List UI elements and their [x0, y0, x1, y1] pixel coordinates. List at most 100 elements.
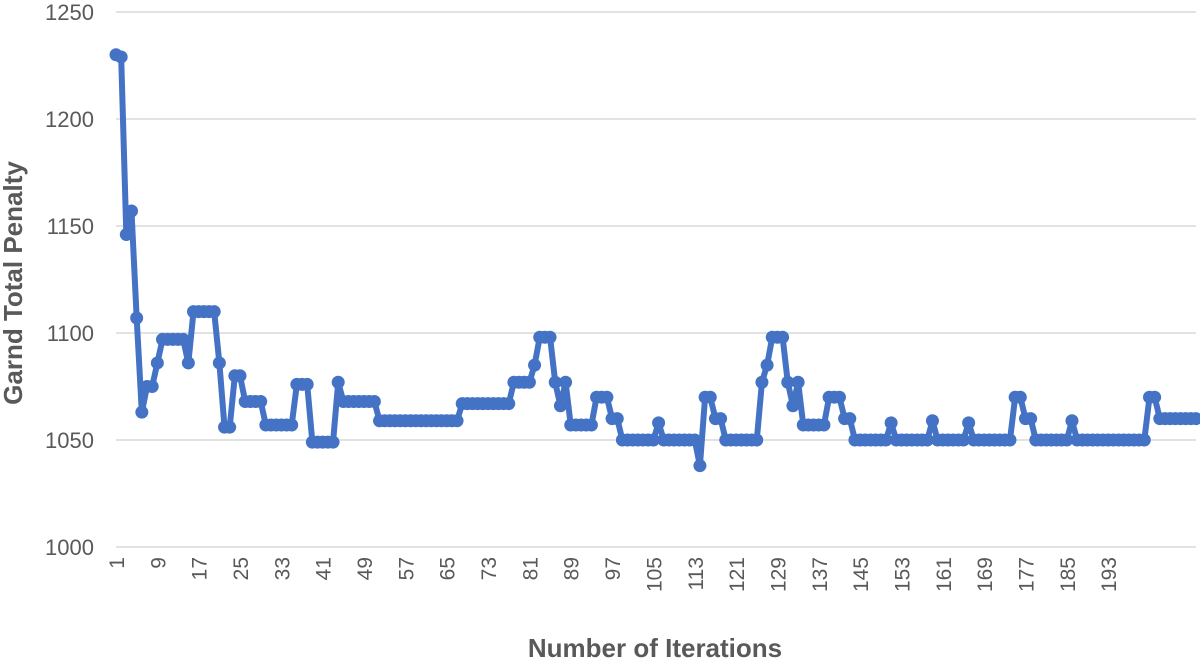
x-tick-label-185: 185	[1057, 557, 1080, 592]
data-point-14	[176, 332, 190, 346]
series-layer	[113, 51, 1199, 469]
data-point-77	[502, 397, 516, 411]
data-point-9	[150, 356, 164, 370]
data-point-143	[843, 412, 857, 426]
data-point-43	[326, 435, 340, 449]
x-tick-label-105: 105	[643, 557, 666, 592]
x-tick-label-9: 9	[147, 557, 170, 569]
data-point-174	[1003, 433, 1017, 447]
data-point-133	[791, 375, 805, 389]
data-point-185	[1060, 433, 1074, 447]
x-tick-label-193: 193	[1098, 557, 1121, 592]
data-point-132	[786, 399, 800, 413]
x-tick-label-161: 161	[933, 557, 956, 592]
data-point-51	[367, 394, 381, 408]
data-point-67	[450, 414, 464, 428]
x-tick-label-17: 17	[189, 557, 212, 580]
data-point-15	[181, 356, 195, 370]
data-point-81	[522, 375, 536, 389]
x-tick-label-65: 65	[437, 557, 460, 580]
y-tick-label-1200: 1200	[45, 107, 94, 132]
data-point-158	[920, 433, 934, 447]
x-tick-label-81: 81	[519, 557, 542, 580]
data-point-210	[1189, 412, 1200, 426]
data-point-202	[1148, 390, 1162, 404]
data-point-125	[750, 433, 764, 447]
y-axis-ticks: 1000 1050 1100 1150 1200 1250	[45, 0, 94, 560]
data-point-21	[212, 356, 226, 370]
x-tick-label-145: 145	[850, 557, 873, 592]
data-point-87	[553, 399, 567, 413]
data-point-130	[776, 330, 790, 344]
data-point-4	[125, 204, 139, 218]
data-point-93	[584, 418, 598, 432]
data-point-159	[925, 414, 939, 428]
x-tick-label-33: 33	[271, 557, 294, 580]
data-point-29	[254, 394, 268, 408]
y-tick-label-1050: 1050	[45, 428, 94, 453]
data-point-165	[956, 433, 970, 447]
data-point-38	[300, 377, 314, 391]
data-point-85	[543, 330, 557, 344]
x-tick-label-97: 97	[602, 557, 625, 580]
data-point-98	[610, 412, 624, 426]
data-point-35	[285, 418, 299, 432]
data-point-176	[1013, 390, 1027, 404]
data-point-150	[879, 433, 893, 447]
data-point-126	[755, 375, 769, 389]
data-point-5	[130, 311, 144, 325]
data-point-105	[646, 433, 660, 447]
y-tick-label-1100: 1100	[47, 321, 94, 346]
data-point-138	[817, 418, 831, 432]
x-tick-label-129: 129	[767, 557, 790, 592]
data-point-8	[145, 380, 159, 393]
data-point-20	[207, 305, 221, 319]
data-point-127	[760, 358, 774, 372]
x-tick-label-41: 41	[313, 557, 336, 580]
x-tick-label-1: 1	[106, 557, 129, 569]
data-point-186	[1065, 414, 1079, 428]
x-tick-label-153: 153	[891, 557, 914, 592]
data-point-2	[114, 50, 128, 64]
data-point-141	[832, 390, 846, 404]
series-line	[113, 51, 1199, 469]
data-point-88	[559, 375, 573, 389]
x-tick-label-177: 177	[1015, 557, 1038, 592]
x-axis-title: Number of Iterations	[528, 633, 782, 660]
data-point-113	[688, 433, 702, 447]
data-point-131	[781, 375, 795, 389]
x-tick-label-137: 137	[809, 557, 832, 592]
y-tick-label-1000: 1000	[45, 535, 94, 560]
data-point-86	[548, 375, 562, 389]
data-point-106	[652, 416, 666, 430]
x-tick-label-113: 113	[685, 557, 708, 590]
data-point-178	[1024, 412, 1038, 426]
y-tick-label-1150: 1150	[47, 214, 94, 239]
x-tick-label-121: 121	[726, 557, 749, 592]
x-tick-label-49: 49	[354, 557, 377, 580]
data-point-116	[703, 390, 717, 404]
data-point-25	[233, 369, 247, 383]
y-axis-title: Garnd Total Penalty	[0, 161, 28, 405]
data-point-166	[962, 416, 976, 430]
x-tick-label-25: 25	[230, 557, 253, 580]
data-point-96	[600, 390, 614, 404]
data-point-82	[528, 358, 542, 372]
data-point-151	[884, 416, 898, 430]
data-point-23	[223, 420, 237, 434]
data-point-200	[1137, 433, 1151, 447]
x-tick-label-169: 169	[974, 557, 997, 592]
x-tick-label-57: 57	[395, 557, 418, 580]
x-axis-ticks: 1 9 17 25 33 41 49 57 65 73 81 89 97 105 113 121 129 137 1…	[106, 557, 1121, 592]
data-point-114	[693, 459, 707, 473]
marker-layer	[109, 48, 1200, 473]
x-tick-label-89: 89	[561, 557, 584, 580]
y-tick-label-1250: 1250	[45, 0, 94, 25]
data-point-44	[331, 375, 345, 389]
data-point-6	[135, 405, 149, 419]
x-tick-label-73: 73	[478, 557, 501, 580]
data-point-118	[714, 412, 728, 426]
data-point-3	[119, 228, 133, 242]
